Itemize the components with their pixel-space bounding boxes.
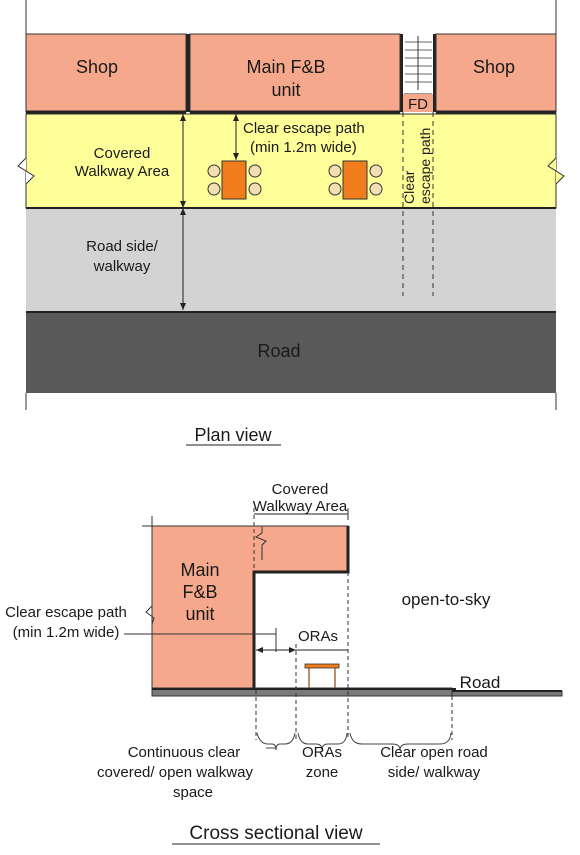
staircase xyxy=(403,34,433,95)
continuous-label-1: Continuous clear xyxy=(128,744,241,761)
shop-right-label: Shop xyxy=(473,57,515,77)
shop-left xyxy=(25,33,187,113)
chair xyxy=(248,182,262,196)
continuous-label-3: space xyxy=(173,784,213,801)
table-set-2 xyxy=(328,160,383,200)
chair xyxy=(369,164,383,178)
section-covered-label-2: Walkway Area xyxy=(253,498,348,515)
chair xyxy=(328,164,342,178)
open-to-sky-label: open-to-sky xyxy=(402,590,491,609)
road xyxy=(26,313,556,393)
section-table xyxy=(304,663,340,688)
continuous-label-2: covered/ open walkway xyxy=(97,764,253,781)
oras-zone-label-2: zone xyxy=(306,764,339,781)
escape-path-label-1: Clear escape path xyxy=(243,120,365,137)
table-set-1 xyxy=(207,160,262,200)
section-escape-label-1: Clear escape path xyxy=(5,604,127,621)
section-road-label: Road xyxy=(460,673,501,692)
clear-open-label-2: side/ walkway xyxy=(388,764,481,781)
section-main-label-1: Main xyxy=(180,560,219,580)
break-mark-left xyxy=(17,114,35,208)
clear-vertical-label-2: escape path xyxy=(417,128,433,204)
fire-door-area xyxy=(403,94,433,112)
fd-label: FD xyxy=(408,96,428,113)
section-main-label-3: unit xyxy=(185,604,214,624)
cross-section-view: Covered Walkway Area Main F&B unit open-… xyxy=(5,481,563,845)
section-building-edge xyxy=(252,526,350,688)
roadside-label-1: Road side/ xyxy=(86,238,159,255)
walkway-dimension xyxy=(180,114,186,310)
main-fb-unit xyxy=(189,33,401,113)
section-main-label-2: F&B xyxy=(182,582,217,602)
shop-right xyxy=(435,33,557,113)
chair xyxy=(328,182,342,196)
table xyxy=(221,160,247,200)
plan-view: FD xyxy=(17,0,565,446)
main-fb-label-2: unit xyxy=(271,80,300,100)
chair xyxy=(207,164,221,178)
roadside-walkway xyxy=(26,209,556,312)
escape-path-dimension xyxy=(233,114,239,160)
section-escape-dimension xyxy=(124,605,296,653)
section-covered-dimension xyxy=(253,508,349,572)
chair xyxy=(369,182,383,196)
section-covered-label-1: Covered xyxy=(272,481,329,498)
shop-left-label: Shop xyxy=(76,57,118,77)
table xyxy=(342,160,368,200)
section-view-caption: Cross sectional view xyxy=(189,823,362,844)
road-label: Road xyxy=(257,341,300,361)
oras-zone-label-1: ORAs xyxy=(302,744,342,761)
covered-walkway-label-1: Covered xyxy=(94,145,151,162)
clear-open-label-1: Clear open road xyxy=(380,744,488,761)
section-zone-braces xyxy=(256,732,452,751)
roadside-label-2: walkway xyxy=(93,258,151,275)
chair xyxy=(248,164,262,178)
section-oras-label: ORAs xyxy=(298,628,338,645)
covered-walkway-label-2: Walkway Area xyxy=(75,163,170,180)
covered-walkway xyxy=(25,113,557,209)
escape-path-label-2: (min 1.2m wide) xyxy=(250,139,357,156)
break-mark-right xyxy=(547,114,565,208)
clear-vertical-label-1: Clear xyxy=(401,170,417,204)
chair xyxy=(207,182,221,196)
section-escape-label-2: (min 1.2m wide) xyxy=(13,624,120,641)
section-oras-dimension xyxy=(255,572,453,740)
main-fb-label-1: Main F&B xyxy=(246,57,325,77)
plan-view-caption: Plan view xyxy=(194,425,272,445)
